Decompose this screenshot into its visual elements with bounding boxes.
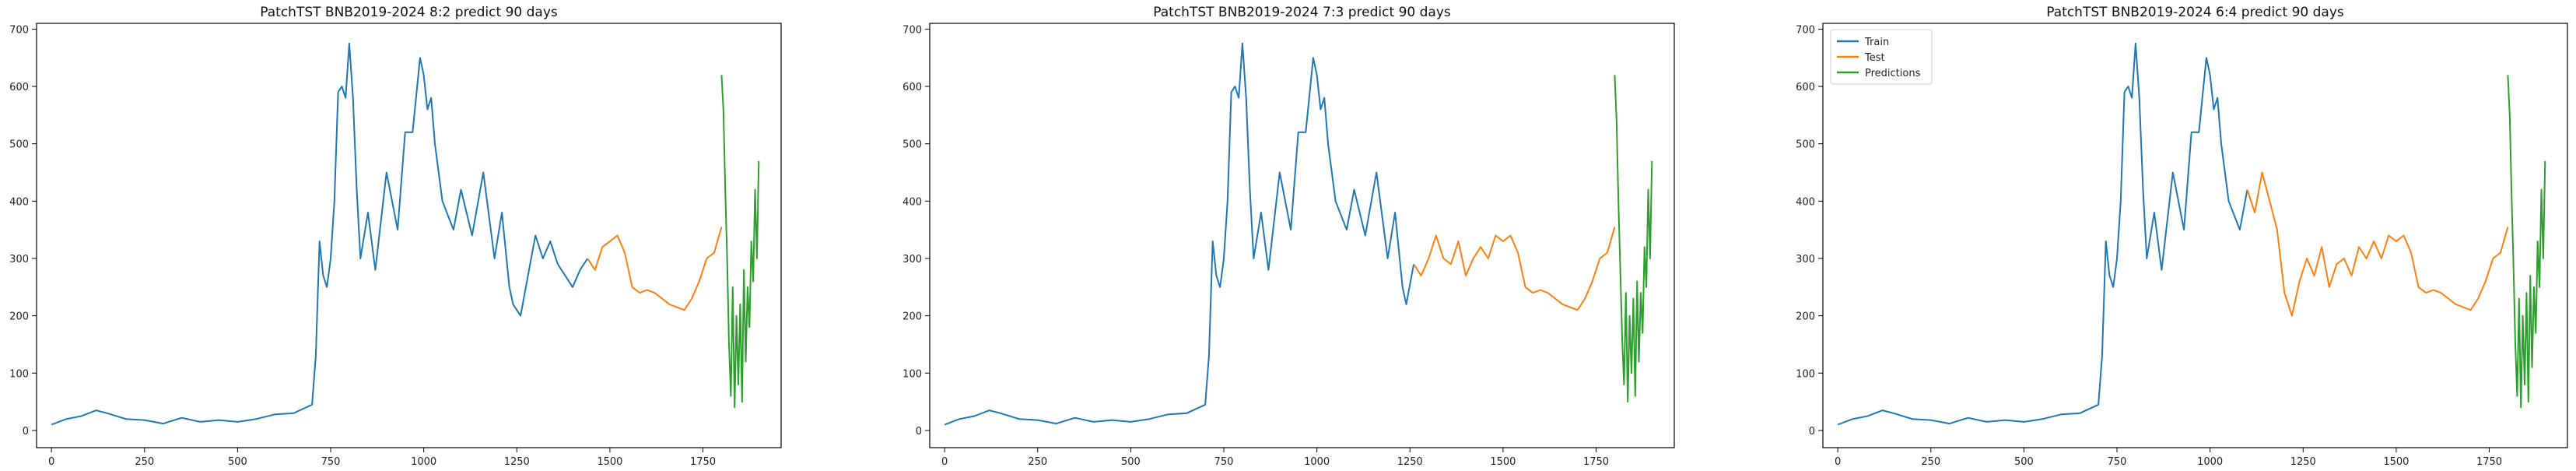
legend-label-test: Test bbox=[1864, 52, 1885, 64]
x-tick-label: 0 bbox=[941, 456, 948, 468]
chart-title: PatchTST BNB2019-2024 6:4 predict 90 day… bbox=[2046, 5, 2344, 20]
y-tick-label: 700 bbox=[1796, 24, 1815, 36]
y-tick-label: 300 bbox=[1796, 254, 1815, 265]
series-line-predictions bbox=[1614, 75, 1653, 403]
x-tick-label: 1750 bbox=[690, 456, 716, 468]
series-line-test bbox=[1413, 227, 1616, 311]
x-tick-label: 750 bbox=[2108, 456, 2127, 468]
series-line-predictions bbox=[720, 75, 760, 409]
y-tick-label: 500 bbox=[9, 139, 29, 151]
y-tick-label: 200 bbox=[9, 311, 29, 323]
y-tick-label: 100 bbox=[902, 368, 922, 380]
series-line-train bbox=[1837, 42, 2248, 426]
y-tick-label: 400 bbox=[9, 196, 29, 208]
x-tick-label: 1750 bbox=[1583, 456, 1609, 468]
y-tick-label: 700 bbox=[9, 24, 29, 36]
chart-panel-2: PatchTST BNB2019-2024 7:3 predict 90 day… bbox=[902, 5, 1675, 468]
y-tick-label: 400 bbox=[1796, 196, 1815, 208]
x-tick-label: 750 bbox=[1214, 456, 1234, 468]
chart-panel-1: PatchTST BNB2019-2024 8:2 predict 90 day… bbox=[9, 5, 782, 468]
y-tick-label: 400 bbox=[902, 196, 922, 208]
axes-frame bbox=[36, 23, 782, 448]
x-tick-label: 1000 bbox=[2197, 456, 2223, 468]
series-line-train bbox=[944, 42, 1415, 426]
series-line-test bbox=[587, 227, 723, 311]
y-tick-label: 300 bbox=[9, 254, 29, 265]
chart-title: PatchTST BNB2019-2024 8:2 predict 90 day… bbox=[260, 5, 558, 20]
chart-panel-3: PatchTST BNB2019-2024 6:4 predict 90 day… bbox=[1796, 5, 2568, 468]
chart-title: PatchTST BNB2019-2024 7:3 predict 90 day… bbox=[1153, 5, 1451, 20]
y-tick-label: 300 bbox=[902, 254, 922, 265]
y-tick-label: 600 bbox=[902, 82, 922, 93]
y-tick-label: 0 bbox=[1809, 426, 1815, 438]
x-tick-label: 0 bbox=[1835, 456, 1841, 468]
x-tick-label: 1500 bbox=[597, 456, 622, 468]
legend-label-train: Train bbox=[1864, 37, 1889, 48]
series-line-predictions bbox=[2507, 75, 2546, 409]
x-tick-label: 1000 bbox=[411, 456, 436, 468]
x-tick-label: 750 bbox=[321, 456, 341, 468]
axes-frame bbox=[1822, 23, 2568, 448]
y-tick-label: 600 bbox=[9, 82, 29, 93]
y-tick-label: 600 bbox=[1796, 82, 1815, 93]
axes-frame bbox=[929, 23, 1675, 448]
x-tick-label: 0 bbox=[48, 456, 54, 468]
x-tick-label: 1250 bbox=[504, 456, 530, 468]
y-tick-label: 200 bbox=[1796, 311, 1815, 323]
x-tick-label: 1500 bbox=[1490, 456, 1516, 468]
y-tick-label: 500 bbox=[1796, 139, 1815, 151]
x-tick-label: 1750 bbox=[2476, 456, 2502, 468]
y-tick-label: 100 bbox=[1796, 368, 1815, 380]
y-tick-label: 700 bbox=[902, 24, 922, 36]
y-tick-label: 0 bbox=[23, 426, 29, 438]
legend-label-predictions: Predictions bbox=[1865, 68, 1921, 79]
x-tick-label: 1250 bbox=[1397, 456, 1423, 468]
x-tick-label: 500 bbox=[2014, 456, 2034, 468]
x-tick-label: 1000 bbox=[1304, 456, 1330, 468]
series-line-train bbox=[51, 42, 589, 426]
legend: Train Test Predictions bbox=[1830, 29, 1933, 85]
x-tick-label: 250 bbox=[135, 456, 154, 468]
y-tick-label: 200 bbox=[902, 311, 922, 323]
x-tick-label: 250 bbox=[1921, 456, 1940, 468]
x-tick-label: 250 bbox=[1028, 456, 1047, 468]
y-tick-label: 100 bbox=[9, 368, 29, 380]
x-tick-label: 500 bbox=[228, 456, 247, 468]
legend-box bbox=[1830, 29, 1933, 85]
series-line-test bbox=[2246, 171, 2509, 317]
x-tick-label: 1250 bbox=[2290, 456, 2316, 468]
y-tick-label: 500 bbox=[902, 139, 922, 151]
x-tick-label: 500 bbox=[1121, 456, 1141, 468]
x-tick-label: 1500 bbox=[2383, 456, 2409, 468]
y-tick-label: 0 bbox=[916, 426, 922, 438]
